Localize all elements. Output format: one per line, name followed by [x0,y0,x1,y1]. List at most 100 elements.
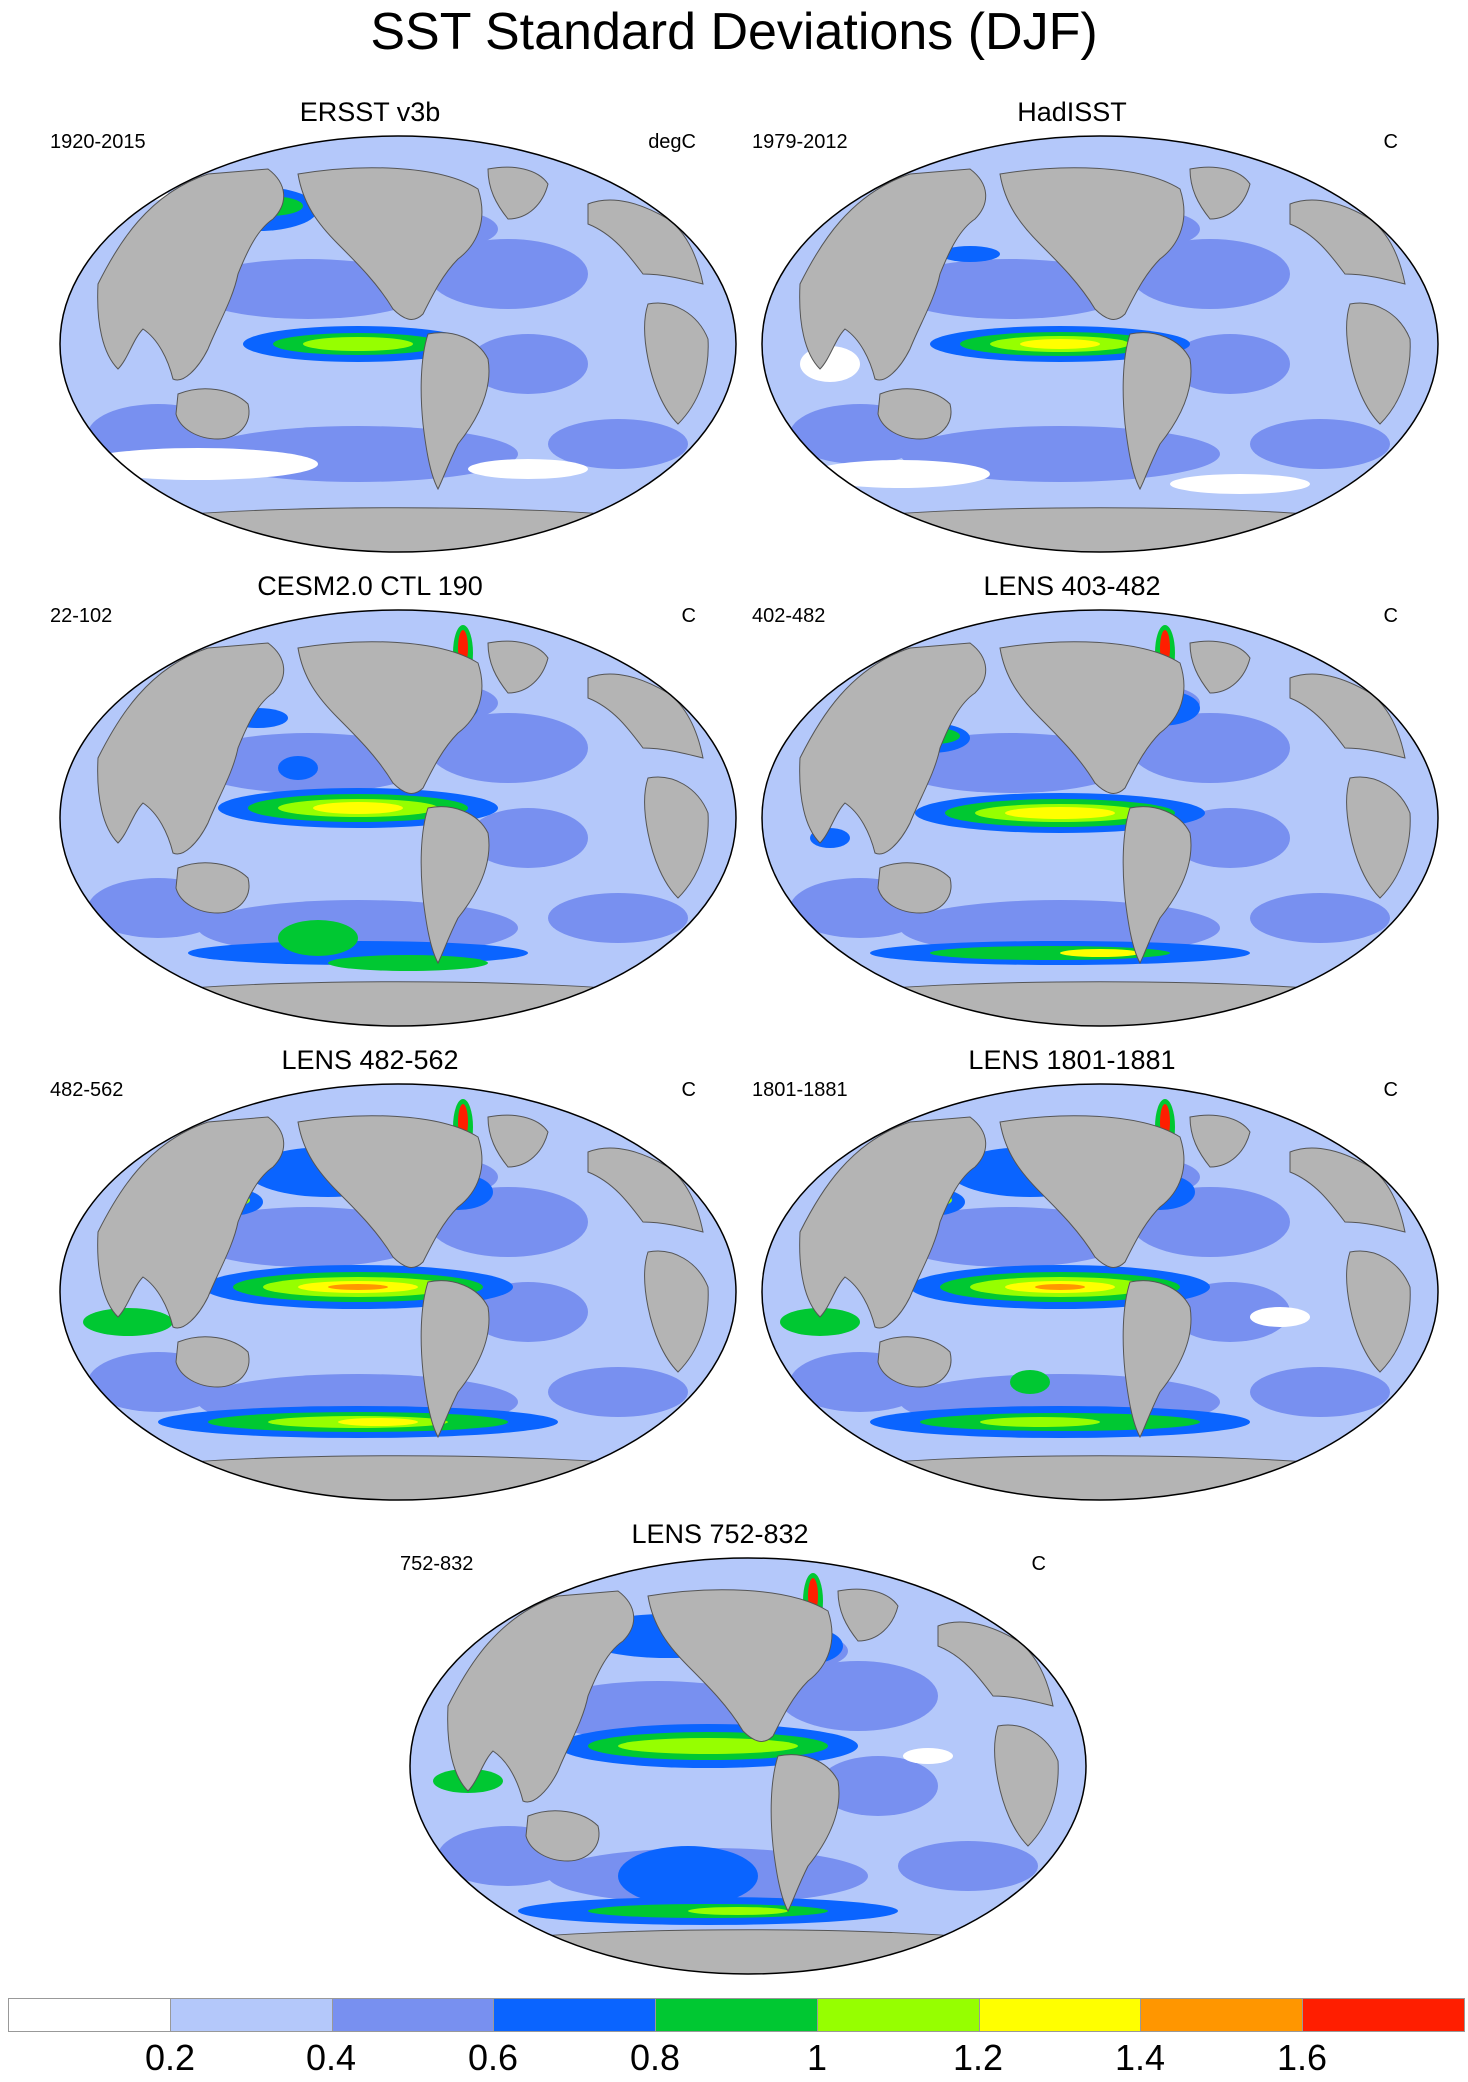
panel-period-label: 482-562 [50,1079,124,1101]
panel-title: LENS 403-482 [983,571,1161,601]
panel-title: LENS 1801-1881 [968,1045,1176,1075]
north-america-land [647,1589,833,1742]
eurasia-land [799,642,987,855]
sst-variability-contour [313,802,403,814]
europe-land [587,673,704,759]
eurasia-land [799,168,987,381]
sst-variability-contour [1130,713,1290,783]
colorbar-label: 1 [806,2037,828,2078]
colorbar-bin [8,1998,171,2032]
antarctica-land [838,981,1362,1026]
map-panel-cesm2-ctl: CESM2.0 CTL 190 22-102 C [20,570,737,1027]
sst-variability-contour [688,1907,788,1915]
greenland-land [1189,1114,1251,1168]
colorbar-bins [8,1998,1465,2032]
panel-units-label: C [1383,1079,1398,1101]
sst-variability-contour [278,756,318,780]
panel-period-label: 1979-2012 [752,131,848,153]
south-america-land [420,806,490,965]
colorbar-label: 0.2 [144,2037,196,2078]
sst-variability-contour [1170,1282,1290,1342]
map-border [409,1557,1087,1975]
europe-land [587,199,704,285]
map-field [762,1084,1438,1500]
panel-units-label: C [1383,605,1398,627]
map-panel-lens-1801: LENS 1801-1881 1801-1881 C [722,1044,1439,1501]
sst-variability-contour [618,1846,758,1906]
europe-land [937,1621,1054,1707]
panel-units-label: C [681,605,696,627]
colorbar-bin [169,1998,333,2032]
sst-variability-contour [1250,1307,1310,1327]
greenland-land [1189,166,1251,220]
colorbar-bin [331,1998,495,2032]
colorbar-label: 1.4 [1114,2037,1166,2078]
panel-period-label: 1801-1881 [752,1079,848,1101]
sst-variability-contour [1005,807,1115,819]
africa-land [1346,302,1411,425]
eurasia-land [447,1590,635,1803]
map-field [60,610,736,1026]
sst-variability-contour [1130,239,1290,309]
map-border [761,1083,1439,1501]
map-panel-lens-403: LENS 403-482 402-482 C [722,570,1439,1027]
greenland-land [487,1114,549,1168]
greenland-land [837,1588,899,1642]
sst-variability-contour [778,1661,938,1731]
australia-land [175,388,250,440]
sst-variability-contour [1170,334,1290,394]
colorbar: 0.2 0.4 0.6 0.8 1 1.2 1.4 1.6 [8,1998,1465,2078]
map-panel-hadisst: HadISST 1979-2012 C [722,96,1439,553]
panel-period-label: 22-102 [50,605,113,627]
australia-land [877,862,952,914]
sst-map [59,1083,737,1501]
europe-land [1289,199,1406,285]
sst-variability-contour [278,920,358,956]
australia-land [175,862,250,914]
colorbar-label: 1.6 [1276,2037,1328,2078]
south-america-land [770,1754,840,1913]
north-america-land [297,641,483,794]
sst-variability-contour [1250,1367,1390,1417]
sst-map [59,135,737,553]
map-border [59,135,737,553]
map-panel-lens-752: LENS 752-832 752-832 C [370,1518,1087,1975]
africa-land [994,1724,1059,1847]
eurasia-land [799,1116,987,1329]
sst-variability-contour [83,1308,173,1336]
figure-title: SST Standard Deviations (DJF) [370,3,1098,61]
map-border [761,135,1439,553]
europe-land [1289,673,1406,759]
sst-variability-contour [328,1284,388,1290]
panel-period-label: 752-832 [400,1553,474,1575]
sst-variability-contour [810,460,990,488]
sst-map [761,135,1439,553]
colorbar-bin [1302,1998,1465,2032]
sst-variability-contour [78,448,318,480]
australia-land [877,1336,952,1388]
map-field [410,1558,1086,1974]
panel-units-label: C [681,1079,696,1101]
europe-land [1289,1147,1406,1233]
africa-land [644,302,709,425]
sst-variability-contour [548,419,688,469]
sst-map [761,1083,1439,1501]
sst-variability-contour [338,1418,418,1426]
sst-variability-contour [1250,893,1390,943]
colorbar-bin [493,1998,657,2032]
greenland-land [487,166,549,220]
antarctica-land [136,507,660,552]
colorbar-bin [978,1998,1142,2032]
sst-variability-contour [1060,949,1140,957]
panel-title: LENS 482-562 [281,1045,459,1075]
eurasia-land [97,1116,285,1329]
sst-map [59,609,737,1027]
sst-variability-contour [1250,419,1390,469]
australia-land [525,1810,600,1862]
sst-variability-contour [1170,808,1290,868]
panel-period-label: 1920-2015 [50,131,146,153]
eurasia-land [97,168,285,381]
eurasia-land [97,642,285,855]
sst-variability-contour [903,1748,953,1764]
sst-variability-contour [468,459,588,479]
